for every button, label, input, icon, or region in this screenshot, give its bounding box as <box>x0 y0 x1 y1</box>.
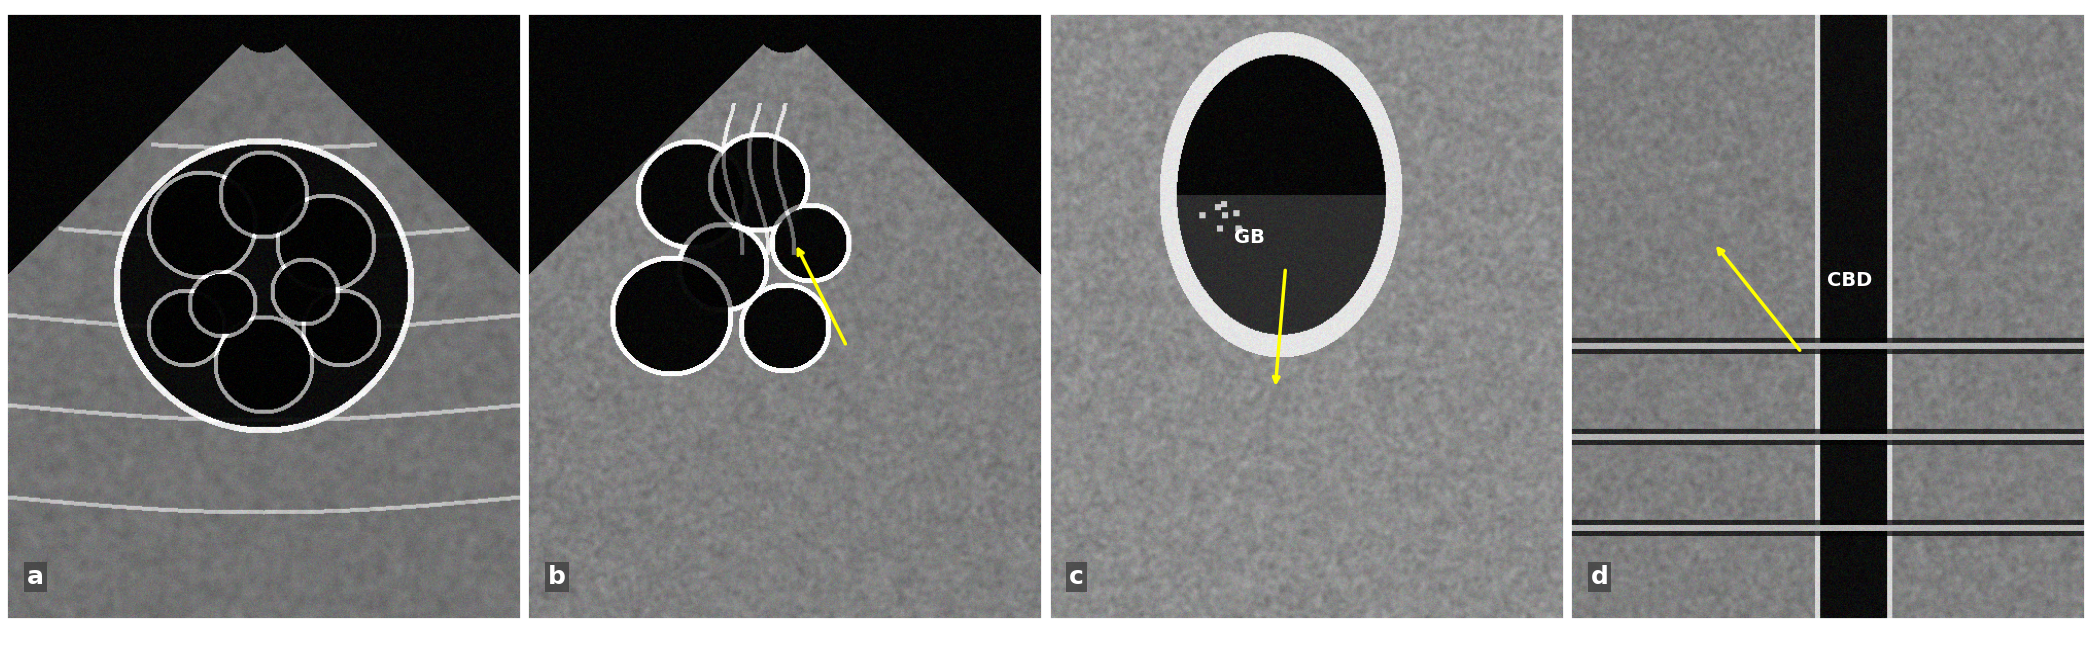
Text: GB: GB <box>1234 228 1265 247</box>
Text: b: b <box>548 565 567 589</box>
Text: c: c <box>1069 565 1083 589</box>
Text: a: a <box>27 565 44 589</box>
Text: CBD: CBD <box>1828 271 1874 290</box>
Text: d: d <box>1591 565 1608 589</box>
